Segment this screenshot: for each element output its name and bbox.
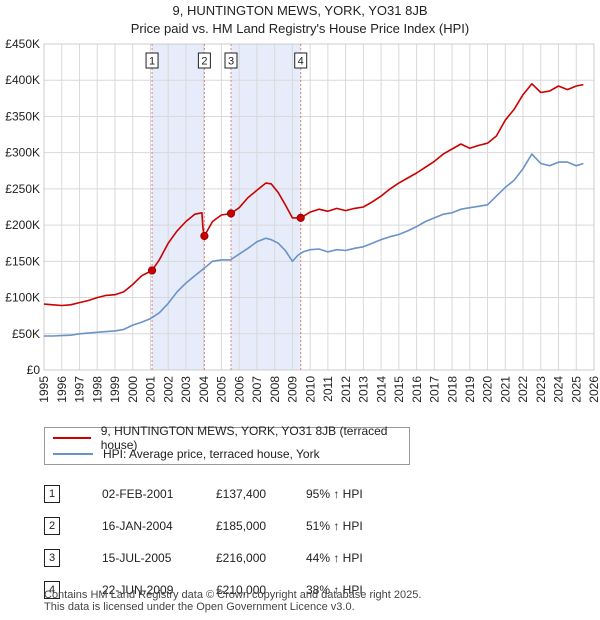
sale-point-1 bbox=[147, 266, 157, 275]
x-tick-label: 2000 bbox=[126, 376, 140, 403]
plot-border bbox=[43, 43, 595, 371]
y-tick-label: £300K bbox=[5, 146, 40, 160]
sale-marker-box-4 bbox=[294, 52, 308, 69]
x-tick-label: 2020 bbox=[481, 376, 495, 403]
y-tick-label: £200K bbox=[5, 218, 40, 232]
sale-marker-label-3: 3 bbox=[228, 56, 234, 68]
y-tick-label: £50K bbox=[12, 327, 40, 341]
x-tick-label: 2011 bbox=[321, 376, 335, 402]
x-tick-label: 2003 bbox=[179, 376, 193, 403]
shaded-period-2 bbox=[231, 44, 301, 370]
chart-title: 9, HUNTINGTON MEWS, YORK, YO31 8JB bbox=[172, 3, 427, 18]
x-tick-label: 2012 bbox=[339, 376, 353, 403]
sale-date: 02-FEB-2001 bbox=[102, 487, 174, 501]
sale-hpi-change: 38% ↑ HPI bbox=[306, 583, 363, 597]
table-row: 2 16-JAN-2004 £185,000 51% ↑ HPI bbox=[44, 510, 363, 542]
y-tick-label: £450K bbox=[5, 37, 40, 51]
sale-marker-label-1: 1 bbox=[149, 56, 155, 68]
sale-hpi-change: 51% ↑ HPI bbox=[306, 519, 363, 533]
y-tick-label: £250K bbox=[5, 182, 40, 196]
x-tick-label: 2008 bbox=[268, 376, 282, 403]
x-tick-label: 2015 bbox=[392, 376, 406, 403]
sale-marker-box-2 bbox=[197, 52, 211, 69]
table-row: 3 15-JUL-2005 £216,000 44% ↑ HPI bbox=[44, 542, 363, 574]
sale-number-badge: 1 bbox=[44, 485, 60, 503]
x-tick-label: 2017 bbox=[428, 376, 442, 403]
x-tick-label: 2009 bbox=[286, 376, 300, 403]
x-tick-label: 1998 bbox=[90, 376, 104, 403]
chart-legend: 9, HUNTINGTON MEWS, YORK, YO31 8JB (terr… bbox=[44, 424, 410, 465]
x-tick-label: 1999 bbox=[108, 376, 122, 403]
x-tick-label: 2010 bbox=[303, 376, 317, 403]
sale-hpi-change: 44% ↑ HPI bbox=[306, 551, 363, 565]
x-tick-label: 2021 bbox=[498, 376, 512, 403]
sale-point-3 bbox=[226, 209, 236, 218]
sale-date: 15-JUL-2005 bbox=[102, 551, 172, 565]
series-line-hpi bbox=[44, 153, 584, 337]
table-row: 1 02-FEB-2001 £137,400 95% ↑ HPI bbox=[44, 478, 363, 510]
sales-table: 1 02-FEB-2001 £137,400 95% ↑ HPI 2 16-JA… bbox=[44, 478, 363, 606]
x-tick-label: 2013 bbox=[357, 376, 371, 403]
footer-line-1: Contains HM Land Registry data © Crown c… bbox=[44, 589, 422, 601]
legend-swatch-hpi bbox=[53, 453, 93, 455]
sale-date: 22-JUN-2009 bbox=[102, 583, 174, 597]
x-tick-label: 2018 bbox=[445, 376, 459, 403]
legend-label-hpi: HPI: Average price, terraced house, York bbox=[103, 447, 320, 461]
sale-marker-label-4: 4 bbox=[298, 56, 304, 68]
x-tick-label: 1996 bbox=[55, 376, 69, 403]
x-tick-label: 2025 bbox=[569, 376, 583, 403]
x-tick-label: 2001 bbox=[144, 376, 158, 403]
sale-number-badge: 4 bbox=[44, 581, 60, 599]
table-row: 4 22-JUN-2009 £210,000 38% ↑ HPI bbox=[44, 574, 363, 606]
sale-marker-box-3 bbox=[224, 52, 238, 69]
sale-marker-box-1 bbox=[145, 52, 159, 69]
x-tick-label: 2016 bbox=[410, 376, 424, 403]
sale-price: £185,000 bbox=[216, 519, 267, 533]
x-tick-label: 2024 bbox=[552, 376, 566, 403]
x-tick-label: 2022 bbox=[516, 376, 530, 403]
x-tick-label: 1995 bbox=[37, 376, 51, 403]
x-tick-label: 2006 bbox=[232, 376, 246, 403]
chart-subtitle: Price paid vs. HM Land Registry's House … bbox=[131, 21, 469, 36]
x-tick-label: 2026 bbox=[587, 376, 600, 403]
y-tick-label: £350K bbox=[5, 109, 40, 123]
sale-point-2 bbox=[200, 231, 209, 241]
sale-number-badge: 3 bbox=[44, 549, 60, 567]
y-tick-label: £150K bbox=[5, 254, 40, 268]
footer-line-2: This data is licensed under the Open Gov… bbox=[44, 601, 355, 613]
x-tick-label: 1997 bbox=[73, 376, 87, 403]
x-tick-label: 2002 bbox=[161, 376, 175, 403]
shaded-period-1 bbox=[152, 44, 205, 370]
x-tick-label: 2005 bbox=[215, 376, 229, 403]
legend-label-property: 9, HUNTINGTON MEWS, YORK, YO31 8JB (terr… bbox=[100, 424, 388, 452]
legend-item-hpi: HPI: Average price, terraced house, York bbox=[53, 446, 320, 462]
sale-date: 16-JAN-2004 bbox=[102, 519, 173, 533]
sale-price: £216,000 bbox=[216, 551, 267, 565]
price-chart: £0 £50K £100K £150K £200K £250K £300K £350K £400… bbox=[5, 3, 600, 403]
plot-area bbox=[44, 44, 594, 370]
x-tick-label: 2014 bbox=[374, 376, 388, 403]
sale-marker-label-2: 2 bbox=[201, 56, 207, 68]
legend-swatch-property bbox=[53, 437, 91, 439]
y-tick-label: £400K bbox=[5, 73, 40, 87]
x-tick-label: 2019 bbox=[463, 376, 477, 403]
x-tick-label: 2007 bbox=[250, 376, 264, 403]
y-tick-label: £100K bbox=[5, 291, 40, 305]
y-tick-label: £0 bbox=[27, 363, 41, 377]
x-tick-label: 2004 bbox=[197, 376, 211, 403]
sale-number-badge: 2 bbox=[44, 517, 60, 535]
sale-price: £137,400 bbox=[216, 487, 267, 501]
footer-attribution: Contains HM Land Registry data © Crown c… bbox=[44, 589, 421, 613]
x-tick-label: 2023 bbox=[534, 376, 548, 403]
sale-price: £210,000 bbox=[216, 583, 267, 597]
legend-item-property: 9, HUNTINGTON MEWS, YORK, YO31 8JB (terr… bbox=[53, 424, 409, 452]
sale-point-4 bbox=[296, 213, 305, 222]
sale-hpi-change: 95% ↑ HPI bbox=[306, 487, 363, 501]
